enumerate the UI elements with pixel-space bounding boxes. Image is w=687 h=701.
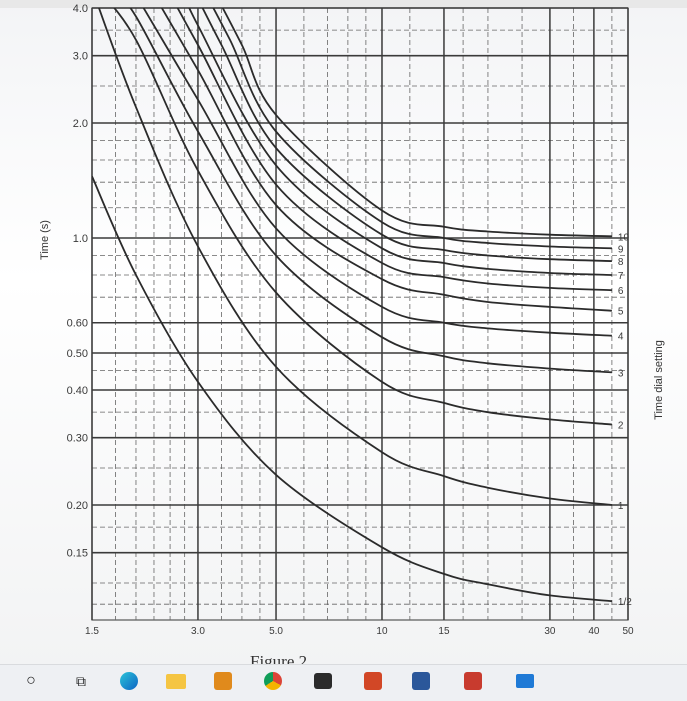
chrome-icon[interactable]: [262, 670, 284, 692]
edge-browser-icon[interactable]: [118, 670, 140, 692]
label-layer: 1.5 3.0 5.0 10 15 30 40 504.03.02.01.00.600.500…: [67, 3, 634, 637]
curve-tds-9: [212, 8, 612, 250]
x-tick-label: 3.0: [191, 626, 205, 637]
curve-label: 1/2: [618, 597, 632, 608]
curve-tds-6: [176, 8, 612, 292]
y-tick-label: 0.30: [67, 433, 88, 445]
mail-icon[interactable]: [514, 670, 536, 692]
y-tick-label: 1.0: [73, 233, 88, 245]
y-tick-label: 0.20: [67, 500, 88, 512]
curve-label: 1: [618, 501, 624, 512]
x-tick-label: 50: [622, 626, 634, 637]
curve-layer: [92, 8, 612, 603]
x-tick-label: 40: [588, 626, 600, 637]
y-tick-label: 4.0: [73, 3, 88, 15]
y-tick-label: 0.15: [67, 548, 88, 560]
y-tick-label: 3.0: [73, 51, 88, 63]
curve-label: 4: [618, 332, 624, 343]
curve-tds-10: [221, 8, 612, 238]
x-tick-label: 5.0: [269, 626, 283, 637]
x-tick-label: 1.5: [85, 626, 99, 637]
x-tick-label: 15: [438, 626, 450, 637]
x-tick-label: 10: [376, 626, 388, 637]
curve-tds-8: [201, 8, 612, 262]
curve-label: 8: [618, 257, 624, 268]
task-view-icon[interactable]: ⧉: [76, 672, 86, 689]
y-tick-label: 0.50: [67, 348, 88, 360]
store-icon[interactable]: [212, 670, 234, 692]
y-axis-label: Time (s): [39, 220, 51, 260]
curve-tds-1: [98, 8, 612, 506]
curve-tds-4: [142, 8, 612, 337]
y-tick-label: 0.60: [67, 318, 88, 330]
grid-layer: [91, 7, 629, 621]
taskbar: [0, 664, 687, 701]
shopping-bag-icon[interactable]: [312, 670, 334, 692]
curve-tds-2: [113, 8, 612, 426]
file-explorer-icon[interactable]: [164, 670, 188, 692]
curve-label: 2: [618, 420, 624, 431]
curve-label: 7: [618, 271, 624, 282]
x-tick-label: 30: [544, 626, 556, 637]
curve-label: 10: [618, 232, 630, 243]
right-axis-label: Time dial setting: [653, 340, 665, 420]
curve-tds-7: [188, 8, 612, 276]
curve-label: 9: [618, 244, 624, 255]
word-icon[interactable]: [410, 670, 432, 692]
app-icon[interactable]: [462, 670, 484, 692]
curve-label: 5: [618, 307, 624, 318]
plot-frame: [91, 7, 629, 621]
curve-tds-3: [129, 8, 612, 374]
powerpoint-icon[interactable]: [362, 670, 384, 692]
curve-tds-1-2: [92, 175, 612, 603]
page-top-edge: [0, 0, 687, 8]
curve-tds-5: [160, 8, 612, 312]
y-tick-label: 0.40: [67, 385, 88, 397]
curve-label: 6: [618, 286, 624, 297]
curve-label: 3: [618, 368, 624, 379]
y-tick-label: 2.0: [73, 118, 88, 130]
start-icon[interactable]: ○: [26, 672, 36, 689]
